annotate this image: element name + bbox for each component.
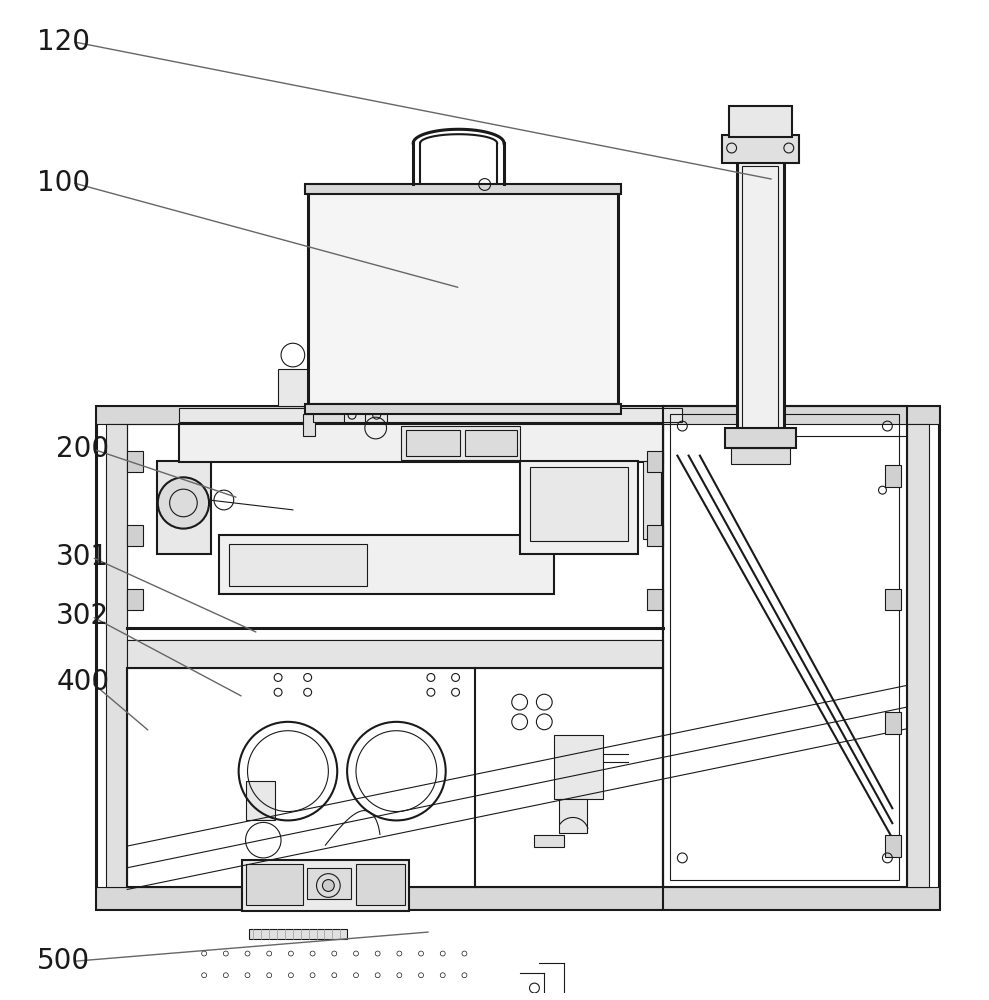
Text: 302: 302 — [56, 602, 110, 630]
Bar — [228, 544, 367, 586]
Bar — [128, 525, 143, 546]
Bar — [245, 781, 275, 820]
Text: 100: 100 — [37, 169, 90, 197]
Bar — [128, 589, 143, 610]
Bar — [534, 835, 564, 847]
Bar — [731, 448, 790, 464]
Bar — [106, 424, 128, 887]
Bar — [743, 166, 778, 430]
Text: 301: 301 — [56, 543, 110, 571]
Circle shape — [158, 477, 209, 529]
Bar — [303, 414, 315, 436]
Bar — [365, 414, 387, 422]
Bar — [559, 799, 586, 833]
Bar — [885, 712, 901, 734]
Text: 200: 200 — [56, 435, 110, 463]
Bar — [643, 461, 661, 539]
Bar — [128, 668, 663, 887]
Bar — [671, 414, 899, 880]
Bar — [248, 929, 347, 939]
Bar — [647, 451, 663, 472]
Bar — [308, 192, 618, 404]
Bar — [128, 424, 663, 628]
Bar — [466, 430, 516, 456]
Circle shape — [322, 880, 334, 891]
Bar — [885, 465, 901, 487]
Bar — [519, 461, 638, 554]
Bar — [722, 135, 799, 163]
Bar — [885, 835, 901, 857]
Bar — [307, 868, 351, 899]
Bar — [219, 535, 554, 594]
Bar — [245, 864, 303, 905]
Text: 400: 400 — [56, 668, 110, 696]
Bar — [737, 160, 784, 436]
Bar — [529, 467, 628, 541]
Bar — [729, 106, 792, 137]
Bar — [725, 428, 796, 448]
Bar — [907, 424, 929, 887]
Bar — [313, 414, 344, 422]
Bar — [96, 887, 939, 909]
Bar — [179, 408, 682, 422]
Bar — [554, 735, 603, 799]
Bar — [128, 451, 143, 472]
Bar — [356, 864, 405, 905]
Bar — [305, 404, 621, 414]
Bar — [179, 424, 663, 462]
Bar — [647, 525, 663, 546]
Text: 120: 120 — [37, 28, 90, 56]
Bar — [241, 860, 409, 911]
Bar — [96, 406, 939, 424]
Bar — [128, 640, 663, 668]
Text: 500: 500 — [37, 947, 90, 975]
Bar — [402, 426, 519, 460]
Bar — [157, 461, 211, 554]
Bar — [305, 184, 621, 194]
Bar — [647, 589, 663, 610]
Bar — [96, 406, 939, 909]
Bar — [278, 369, 308, 406]
Bar — [406, 430, 461, 456]
Bar — [885, 589, 901, 610]
Bar — [663, 406, 907, 887]
